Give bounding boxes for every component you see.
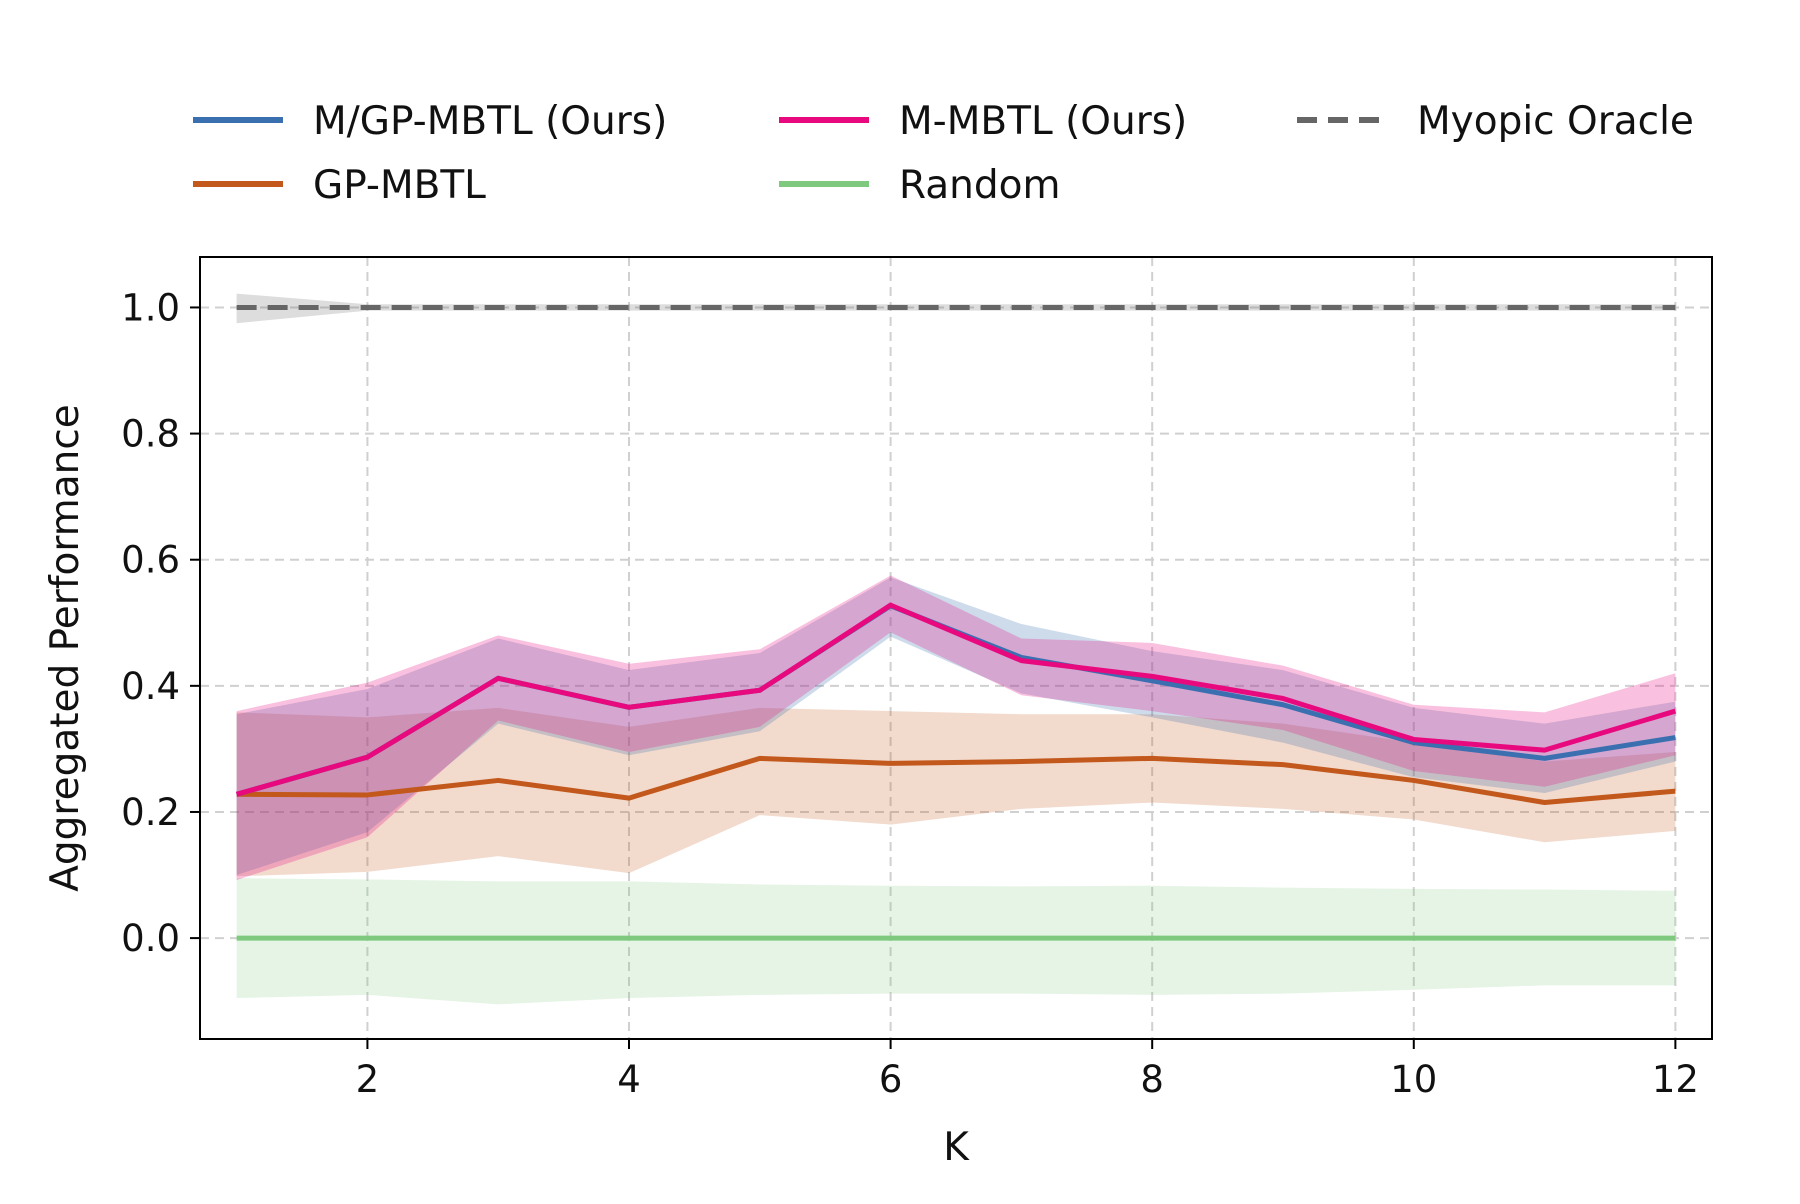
legend-label-1: M-MBTL (Ours) [899, 99, 1187, 144]
legend-label-0: M/GP-MBTL (Ours) [313, 99, 667, 144]
y-tick-label-2: 0.4 [121, 665, 180, 708]
y-tick-label-3: 0.6 [121, 539, 180, 582]
legend-label-4: Random [899, 163, 1060, 208]
x-axis-label: K [943, 1125, 970, 1170]
x-tick-label-5: 12 [1652, 1058, 1699, 1101]
y-tick-label-4: 0.8 [121, 413, 180, 456]
y-tick-label-1: 0.2 [121, 791, 180, 834]
legend: M/GP-MBTL (Ours) M-MBTL (Ours) Myopic Orac… [193, 99, 1694, 208]
y-tick-label-0: 0.0 [121, 917, 180, 960]
x-tick-label-4: 10 [1390, 1058, 1437, 1101]
legend-label-3: GP-MBTL [313, 163, 486, 208]
x-tick-label-1: 4 [617, 1058, 641, 1101]
y-tick-label-5: 1.0 [121, 286, 180, 329]
plot-area [200, 257, 1712, 1039]
y-axis-label: Aggregated Performance [43, 404, 88, 892]
x-tick-label-3: 8 [1140, 1058, 1164, 1101]
x-tick-label-2: 6 [879, 1058, 903, 1101]
legend-label-2: Myopic Oracle [1417, 99, 1694, 144]
x-tick-label-0: 2 [356, 1058, 380, 1101]
x-axis-ticks: 2 4 6 8 10 12 [356, 1039, 1699, 1101]
band-1 [237, 878, 1676, 1004]
y-axis-ticks: 0.0 0.2 0.4 0.6 0.8 1.0 [121, 286, 200, 960]
